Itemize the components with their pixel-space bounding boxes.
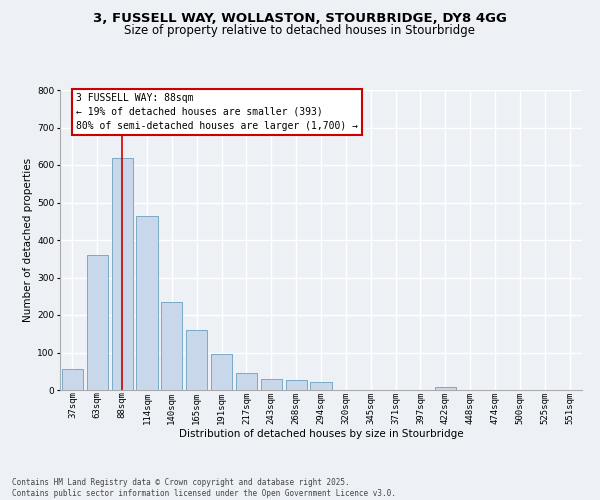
Bar [261,379,282,390]
Text: Size of property relative to detached houses in Stourbridge: Size of property relative to detached ho… [125,24,476,37]
Bar [112,158,133,390]
X-axis label: Distribution of detached houses by size in Stourbridge: Distribution of detached houses by size … [179,429,463,439]
Text: 3, FUSSELL WAY, WOLLASTON, STOURBRIDGE, DY8 4GG: 3, FUSSELL WAY, WOLLASTON, STOURBRIDGE, … [93,12,507,26]
Bar [87,255,108,390]
Bar [211,354,232,390]
Bar [310,382,332,390]
Bar [186,330,207,390]
Y-axis label: Number of detached properties: Number of detached properties [23,158,33,322]
Bar [161,302,182,390]
Bar [62,370,83,390]
Bar [286,380,307,390]
Bar [435,387,456,390]
Bar [136,216,158,390]
Bar [236,373,257,390]
Text: Contains HM Land Registry data © Crown copyright and database right 2025.
Contai: Contains HM Land Registry data © Crown c… [12,478,396,498]
Text: 3 FUSSELL WAY: 88sqm
← 19% of detached houses are smaller (393)
80% of semi-deta: 3 FUSSELL WAY: 88sqm ← 19% of detached h… [76,93,358,131]
